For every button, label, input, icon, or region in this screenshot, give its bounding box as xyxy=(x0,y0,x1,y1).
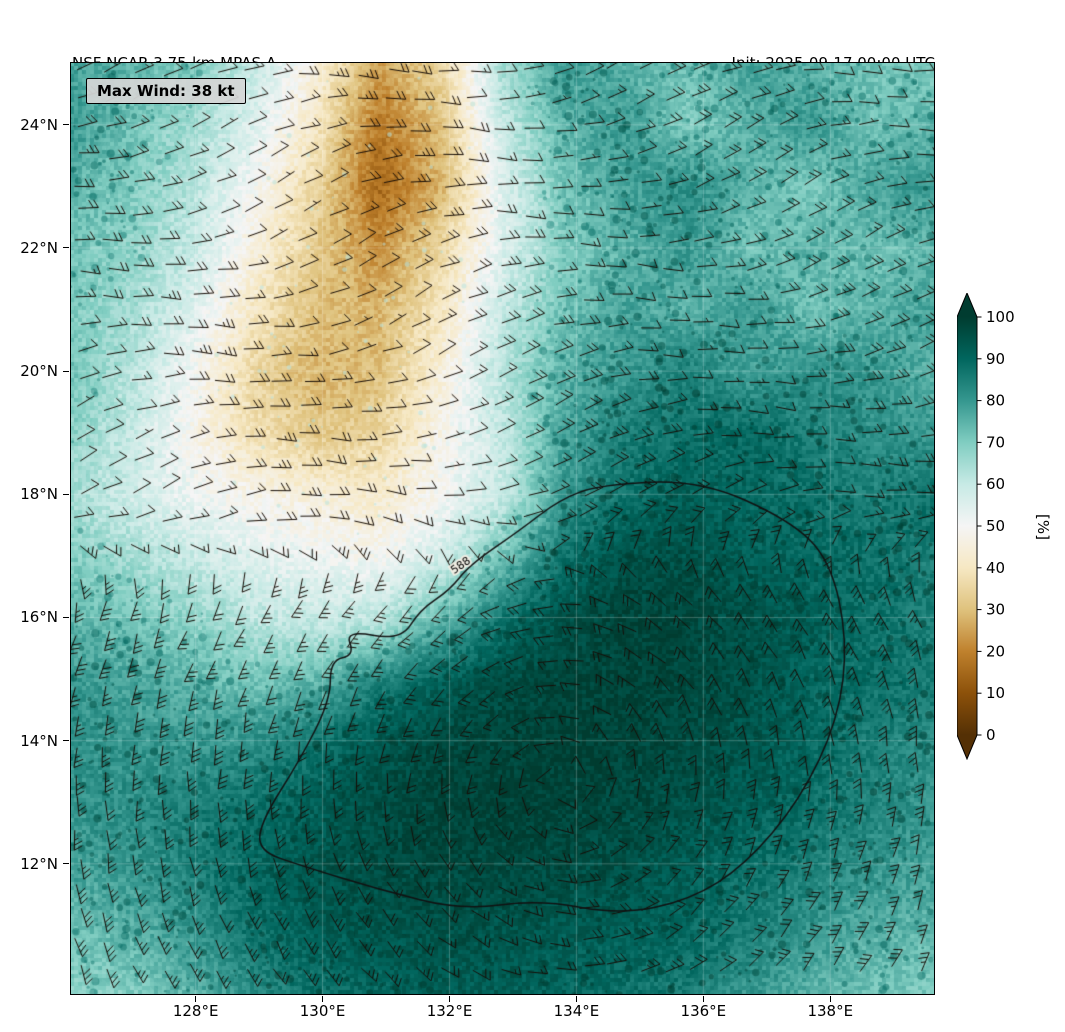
y-axis-tick xyxy=(63,740,69,742)
x-axis-tick-label: 134°E xyxy=(553,1002,600,1020)
y-axis-tick xyxy=(63,616,69,618)
y-axis-tick-label: 12°N xyxy=(20,854,58,873)
y-axis-tick-label: 22°N xyxy=(20,238,58,257)
colorbar-tick-label: 30 xyxy=(986,601,1005,619)
y-axis-tick xyxy=(63,493,69,495)
y-axis-tick xyxy=(63,247,69,249)
y-axis-tick-label: 24°N xyxy=(20,115,58,134)
y-axis-tick-label: 18°N xyxy=(20,485,58,504)
y-axis-tick xyxy=(63,124,69,126)
colorbar-tick-label: 20 xyxy=(986,642,1005,660)
colorbar-unit-label: [%] xyxy=(1034,514,1052,540)
colorbar: 0 10 20 30 40 50 60 70 80 90 100 xyxy=(957,293,1015,760)
colorbar-tick-label: 80 xyxy=(986,392,1005,410)
x-axis-tick-label: 130°E xyxy=(299,1002,346,1020)
x-axis-tick xyxy=(575,996,577,1002)
y-axis-tick-label: 20°N xyxy=(20,362,58,381)
y-axis-tick-label: 14°N xyxy=(20,731,58,750)
x-axis-tick xyxy=(322,996,324,1002)
colorbar-tick-label: 40 xyxy=(986,559,1005,577)
y-axis-tick-label: 16°N xyxy=(20,608,58,627)
colorbar-gradient xyxy=(957,293,978,760)
x-axis-tick-label: 138°E xyxy=(807,1002,854,1020)
x-axis-tick xyxy=(702,996,704,1002)
x-axis-tick xyxy=(449,996,450,1002)
colorbar-tick-label: 60 xyxy=(986,475,1005,493)
x-axis-tick-label: 128°E xyxy=(172,1002,219,1020)
x-axis-tick xyxy=(829,996,831,1002)
colorbar-tick-label: 100 xyxy=(986,308,1015,326)
colorbar-tick-label: 50 xyxy=(986,517,1005,535)
colorbar-tick-label: 0 xyxy=(986,726,996,744)
colorbar-tick-label: 90 xyxy=(986,350,1005,368)
map-canvas xyxy=(70,62,935,995)
y-axis-tick xyxy=(63,370,69,372)
x-axis-tick xyxy=(195,996,197,1002)
max-wind-badge: Max Wind: 38 kt xyxy=(86,78,246,104)
colorbar-tick-label: 70 xyxy=(986,433,1005,451)
x-axis-tick-label: 132°E xyxy=(426,1002,473,1020)
colorbar-tick-label: 10 xyxy=(986,684,1005,702)
x-axis-tick-label: 136°E xyxy=(680,1002,727,1020)
y-axis-tick xyxy=(63,863,69,865)
